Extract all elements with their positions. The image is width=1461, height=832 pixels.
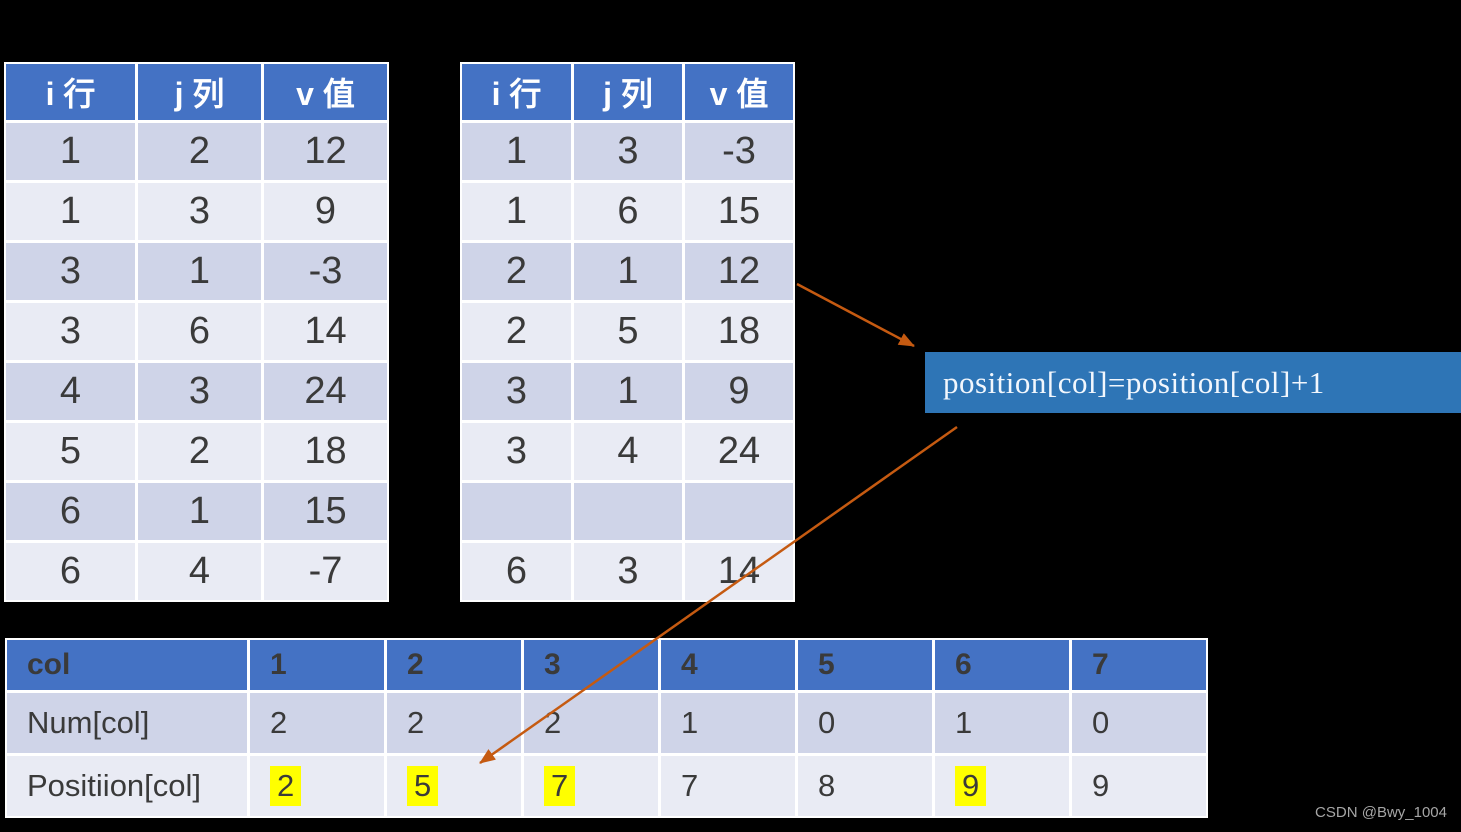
table-cell: 14	[685, 543, 793, 600]
table-cell: 6	[6, 543, 135, 600]
formula-callout: position[col]=position[col]+1	[925, 352, 1461, 413]
table-cell: 5	[6, 423, 135, 480]
highlighted-value: 5	[407, 766, 439, 806]
table-cell: 18	[264, 423, 387, 480]
arrow-table-to-formula-icon	[796, 282, 915, 348]
column-header: i 行	[462, 64, 571, 120]
table-cell: 3	[462, 423, 571, 480]
column-header: 7	[1072, 640, 1206, 690]
table-cell: -3	[264, 243, 387, 300]
table-cell-empty	[462, 483, 571, 540]
table-cell: 5	[387, 756, 521, 816]
original-triple-table: i 行 j 列 v 值 1 2 12 1 3 9 3 1 -3 3 6 14 4…	[4, 62, 389, 602]
table-cell: 9	[935, 756, 1069, 816]
column-header: 2	[387, 640, 521, 690]
table-cell: 5	[574, 303, 682, 360]
table-cell: 15	[264, 483, 387, 540]
column-header: j 列	[574, 64, 682, 120]
table-cell: 24	[264, 363, 387, 420]
table-cell: 0	[1072, 693, 1206, 753]
row-label: Num[col]	[7, 693, 247, 753]
table-cell: 2	[138, 123, 261, 180]
column-header: 1	[250, 640, 384, 690]
table-cell: 1	[661, 693, 795, 753]
highlighted-value: 9	[955, 766, 987, 806]
column-header: v 值	[685, 64, 793, 120]
column-header: v 值	[264, 64, 387, 120]
table-cell: 0	[798, 693, 932, 753]
column-header: j 列	[138, 64, 261, 120]
table-cell: 3	[6, 303, 135, 360]
table-cell-empty	[574, 483, 682, 540]
table-cell: 9	[685, 363, 793, 420]
table-cell: 1	[462, 123, 571, 180]
table-cell: 15	[685, 183, 793, 240]
row-label: Positiion[col]	[7, 756, 247, 816]
table-cell: 14	[264, 303, 387, 360]
column-header: i 行	[6, 64, 135, 120]
column-header: 5	[798, 640, 932, 690]
column-header: 6	[935, 640, 1069, 690]
highlighted-value: 7	[544, 766, 576, 806]
transposed-triple-table: i 行 j 列 v 值 1 3 -3 1 6 15 2 1 12 2 5 18 …	[460, 62, 795, 602]
table-cell: -3	[685, 123, 793, 180]
table-cell: 12	[264, 123, 387, 180]
table-cell: 24	[685, 423, 793, 480]
col-num-position-table: col 1 2 3 4 5 6 7 Num[col] 2 2 2 1 0 1 0…	[5, 638, 1208, 818]
table-cell: 9	[264, 183, 387, 240]
table-cell: 8	[798, 756, 932, 816]
table-cell: 9	[1072, 756, 1206, 816]
table-cell: 2	[387, 693, 521, 753]
table-cell: -7	[264, 543, 387, 600]
table-cell: 12	[685, 243, 793, 300]
table-cell: 6	[138, 303, 261, 360]
table-cell: 2	[138, 423, 261, 480]
table-cell: 2	[250, 756, 384, 816]
highlighted-value: 2	[270, 766, 302, 806]
table-cell: 2	[462, 303, 571, 360]
formula-text: position[col]=position[col]+1	[943, 364, 1325, 400]
table-cell: 4	[6, 363, 135, 420]
table-cell: 3	[138, 363, 261, 420]
table-cell: 1	[6, 183, 135, 240]
table-cell: 6	[574, 183, 682, 240]
table-cell: 2	[524, 693, 658, 753]
table-cell: 1	[138, 243, 261, 300]
column-header: 3	[524, 640, 658, 690]
table-cell: 2	[250, 693, 384, 753]
table-cell: 1	[935, 693, 1069, 753]
table-cell: 3	[574, 543, 682, 600]
table-cell: 3	[6, 243, 135, 300]
table-cell: 3	[462, 363, 571, 420]
table-cell: 7	[524, 756, 658, 816]
table-cell: 1	[6, 123, 135, 180]
column-header: 4	[661, 640, 795, 690]
table-cell: 18	[685, 303, 793, 360]
table-cell: 6	[462, 543, 571, 600]
table-cell: 1	[574, 243, 682, 300]
table-cell: 2	[462, 243, 571, 300]
table-cell: 6	[6, 483, 135, 540]
table-cell: 7	[661, 756, 795, 816]
watermark: CSDN @Bwy_1004	[1315, 804, 1447, 821]
table-cell: 3	[138, 183, 261, 240]
table-cell: 3	[574, 123, 682, 180]
table-cell-empty	[685, 483, 793, 540]
table-cell: 1	[574, 363, 682, 420]
column-header: col	[7, 640, 247, 690]
table-cell: 4	[138, 543, 261, 600]
table-cell: 1	[462, 183, 571, 240]
table-cell: 1	[138, 483, 261, 540]
table-cell: 4	[574, 423, 682, 480]
